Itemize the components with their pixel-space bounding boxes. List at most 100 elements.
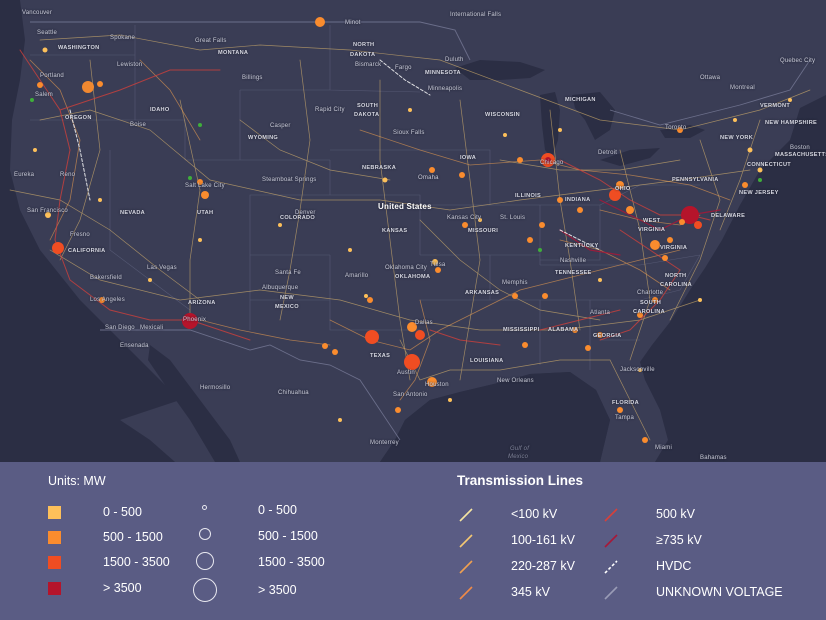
state-label: GEORGIA: [593, 333, 622, 339]
color-swatch-0: [48, 506, 61, 519]
map-view[interactable]: Vancouver Seattle WASHINGTON Spokane Lewisto…: [0, 0, 826, 462]
state-label: NORTH: [353, 42, 375, 48]
city-label: Ottawa: [700, 75, 721, 81]
state-label: UTAH: [197, 210, 214, 216]
state-label: NEW HAMPSHIRE: [765, 120, 818, 126]
state-label: CAROLINA: [660, 282, 692, 288]
land-mass: [0, 0, 826, 462]
city-label: Las Vegas: [147, 265, 177, 271]
state-label: VIRGINIA: [660, 245, 688, 251]
state-label: FLORIDA: [612, 400, 639, 406]
city-label: Minneapolis: [428, 86, 463, 92]
state-label: CALIFORNIA: [68, 248, 106, 254]
city-label: Amarillo: [345, 273, 369, 279]
color-label-3: > 3500: [103, 581, 142, 595]
state-label: PENNSYLVANIA: [672, 177, 719, 183]
state-label: CAROLINA: [633, 309, 665, 315]
size-label-0: 0 - 500: [258, 503, 297, 517]
state-label: VERMONT: [760, 103, 791, 109]
size-circle-3: [193, 578, 217, 602]
state-label: DAKOTA: [354, 112, 380, 118]
city-label: Hermosillo: [200, 385, 231, 391]
state-label: NORTH: [665, 273, 687, 279]
city-label: Miami: [655, 445, 672, 451]
city-label: Chicago: [540, 160, 564, 166]
line-swatch-6: [604, 560, 618, 574]
city-label: Spokane: [110, 35, 136, 41]
units-label: Units: MW: [48, 474, 106, 488]
color-swatch-1: [48, 531, 61, 544]
state-label: MISSISSIPPI: [503, 327, 540, 333]
state-label: OREGON: [65, 115, 92, 121]
state-label: SOUTH: [640, 300, 662, 306]
line-swatch-3: [459, 586, 473, 600]
city-label: San Diego: [105, 325, 135, 331]
state-label: KENTUCKY: [565, 243, 599, 249]
state-label: INDIANA: [565, 197, 591, 203]
city-label: Rapid City: [315, 107, 345, 113]
city-label: Minot: [345, 20, 361, 26]
city-label: Santa Fe: [275, 270, 301, 276]
state-label: IOWA: [460, 155, 477, 161]
state-label: CONNECTICUT: [747, 162, 792, 168]
city-label: Oklahoma City: [385, 265, 427, 271]
city-label: Denver: [295, 210, 316, 216]
city-label: Portland: [40, 73, 64, 79]
city-label: Lewiston: [117, 62, 143, 68]
city-label: San Antonio: [393, 392, 428, 398]
city-label: Jacksonville: [620, 367, 655, 373]
city-label: Monterrey: [370, 440, 399, 446]
transmission-title: Transmission Lines: [457, 473, 584, 488]
color-label-2: 1500 - 3500: [103, 555, 170, 569]
color-swatch-3: [48, 582, 61, 595]
state-label: WASHINGTON: [58, 45, 100, 51]
city-label: Bismarck: [355, 62, 382, 68]
city-label: Toronto: [665, 125, 687, 131]
city-label: Steamboat Springs: [262, 177, 317, 183]
state-label: MICHIGAN: [565, 97, 596, 103]
gulf-of-california: [148, 345, 240, 462]
line-label-7: UNKNOWN VOLTAGE: [656, 585, 783, 599]
state-label: OKLAHOMA: [395, 274, 431, 280]
city-label: Memphis: [502, 280, 528, 286]
pacific-mexico: [0, 420, 175, 462]
gulf-of-mexico: [380, 372, 610, 462]
city-label: Ensenada: [120, 343, 149, 349]
state-label: OHIO: [615, 186, 631, 192]
city-label: Omaha: [418, 175, 439, 181]
city-label: Chihuahua: [278, 390, 309, 396]
city-label: Quebec City: [780, 58, 816, 64]
city-label: Salem: [35, 92, 54, 98]
state-label: VIRGINIA: [638, 227, 666, 233]
color-label-1: 500 - 1500: [103, 530, 163, 544]
city-label: Fargo: [395, 65, 412, 71]
state-label: COLORADO: [280, 215, 316, 221]
size-circle-0: [202, 505, 207, 510]
state-label: WISCONSIN: [485, 112, 521, 118]
city-label: Mexicali: [140, 325, 164, 331]
size-circle-1: [199, 528, 211, 540]
city-label: Great Falls: [195, 38, 227, 44]
city-label: Kansas City: [447, 215, 482, 221]
power-plants: [30, 17, 792, 443]
state-borders: [30, 25, 701, 370]
us-canada-border: [30, 21, 811, 126]
state-label: MEXICO: [275, 304, 299, 310]
city-label: Nashville: [560, 258, 587, 264]
city-label: Sioux Falls: [393, 130, 425, 136]
state-label: LOUISIANA: [470, 358, 504, 364]
city-label: Vancouver: [22, 10, 53, 16]
color-swatch-2: [48, 556, 61, 569]
city-label: Albuquerque: [262, 285, 299, 291]
city-label: Fresno: [70, 232, 90, 238]
water-label: Mexico: [508, 454, 529, 460]
line-swatch-0: [459, 508, 473, 522]
city-label: New Orleans: [497, 378, 534, 384]
line-swatch-1: [459, 534, 473, 548]
line-label-3: 345 kV: [511, 585, 550, 599]
state-label: ALABAMA: [548, 327, 579, 333]
us-mexico-border: [100, 329, 401, 441]
city-label: Bakersfield: [90, 275, 122, 281]
city-label: Houston: [425, 382, 449, 388]
size-label-1: 500 - 1500: [258, 529, 318, 543]
